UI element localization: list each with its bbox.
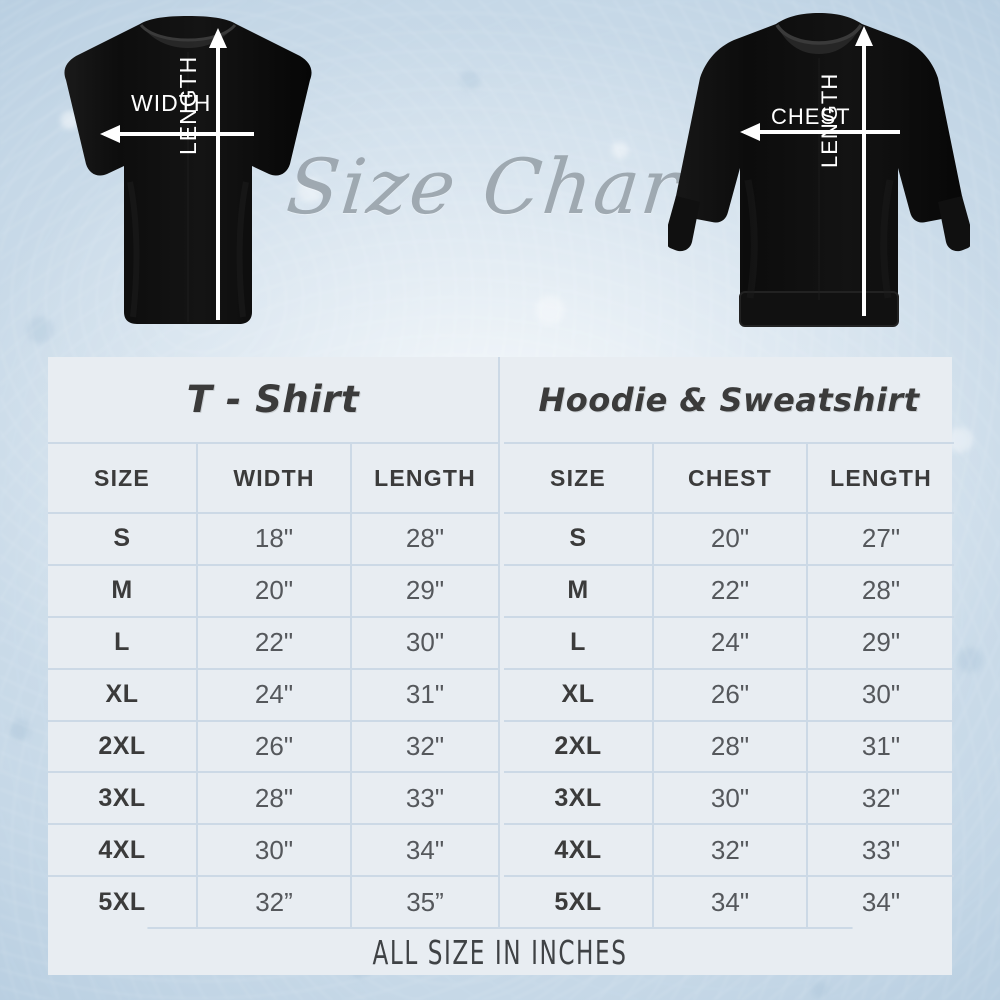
cell-width: 30"	[198, 825, 352, 876]
cell-size: 3XL	[504, 773, 654, 824]
cell-size: S	[48, 514, 198, 564]
cell-size: 2XL	[504, 721, 654, 772]
tshirt-illustration	[38, 12, 338, 342]
column-header-length: LENGTH	[374, 464, 476, 491]
table-row: 2XL 26" 32"	[48, 721, 498, 774]
tshirt-size-table: T - Shirt SIZE WIDTH LENGTH S 18" 28" M	[48, 357, 500, 927]
cell-length: 33"	[405, 782, 445, 813]
length-arrow	[209, 28, 227, 320]
cell-size: M	[48, 565, 198, 616]
units-footer-note: ALL SIZE IN INCHES	[147, 927, 853, 975]
cell-length: 35”	[406, 886, 444, 917]
cell-size: S	[504, 514, 654, 564]
tshirt-table-grid: SIZE WIDTH LENGTH S 18" 28" M 20" 29"	[48, 444, 498, 927]
table-row: 5XL 34" 34"	[504, 877, 954, 927]
table-row: 4XL 30" 34"	[48, 825, 498, 878]
column-header-size: SIZE	[48, 444, 198, 512]
cell-length: 29"	[405, 575, 445, 606]
cell-length: 33"	[861, 834, 901, 865]
cell-width: 22"	[198, 617, 352, 668]
cell-width: 26"	[198, 721, 352, 772]
table-row: L 22" 30"	[48, 617, 498, 670]
length-arrow	[855, 26, 873, 316]
cell-length: 32"	[405, 730, 445, 761]
table-row: 3XL 30" 32"	[504, 773, 954, 826]
table-row: XL 24" 31"	[48, 669, 498, 722]
cell-chest: 28"	[654, 721, 808, 772]
table-row: 5XL 32” 35”	[48, 877, 498, 927]
table-row: S 18" 28"	[48, 514, 498, 566]
hoodie-table-title: Hoodie & Sweatshirt	[504, 357, 954, 444]
hoodie-size-table: Hoodie & Sweatshirt SIZE CHEST LENGTH S …	[504, 357, 954, 927]
cell-length: 32"	[861, 782, 901, 813]
hoodie-table-grid: SIZE CHEST LENGTH S 20" 27" M 22" 28"	[504, 444, 954, 927]
table-row: M 22" 28"	[504, 565, 954, 618]
cell-length: 28"	[405, 523, 445, 554]
table-row: M 20" 29"	[48, 565, 498, 618]
cell-chest: 34"	[654, 877, 808, 927]
table-row: L 24" 29"	[504, 617, 954, 670]
cell-chest: 26"	[654, 669, 808, 720]
cell-size: XL	[48, 669, 198, 720]
table-header-row: SIZE CHEST LENGTH	[504, 444, 954, 514]
column-header-width: WIDTH	[198, 444, 352, 512]
column-header-size: SIZE	[504, 444, 654, 512]
table-header-row: SIZE WIDTH LENGTH	[48, 444, 498, 514]
cell-length: 34"	[861, 886, 901, 917]
column-header-length: LENGTH	[830, 464, 932, 491]
cell-length: 31"	[861, 730, 901, 761]
cell-length: 29"	[861, 627, 901, 658]
chest-arrow	[740, 123, 900, 141]
table-row: 2XL 28" 31"	[504, 721, 954, 774]
cell-length: 30"	[861, 679, 901, 710]
cell-size: 2XL	[48, 721, 198, 772]
cell-size: 5XL	[504, 877, 654, 927]
table-row: 3XL 28" 33"	[48, 773, 498, 826]
cell-width: 24"	[198, 669, 352, 720]
cell-size: L	[504, 617, 654, 668]
size-table-card: T - Shirt SIZE WIDTH LENGTH S 18" 28" M	[48, 357, 954, 975]
cell-width: 20"	[198, 565, 352, 616]
size-tables-area: T - Shirt SIZE WIDTH LENGTH S 18" 28" M	[48, 357, 954, 927]
cell-chest: 22"	[654, 565, 808, 616]
table-row: S 20" 27"	[504, 514, 954, 566]
cell-length: 31"	[405, 679, 445, 710]
cell-size: L	[48, 617, 198, 668]
cell-size: 4XL	[504, 825, 654, 876]
cell-chest: 20"	[654, 514, 808, 564]
cell-chest: 30"	[654, 773, 808, 824]
cell-width: 18"	[198, 514, 352, 564]
cell-size: M	[504, 565, 654, 616]
tshirt-table-title: T - Shirt	[48, 357, 498, 444]
cell-size: XL	[504, 669, 654, 720]
cell-length: 34"	[405, 834, 445, 865]
cell-size: 3XL	[48, 773, 198, 824]
cell-chest: 24"	[654, 617, 808, 668]
cell-length: 30"	[405, 627, 445, 658]
cell-chest: 32"	[654, 825, 808, 876]
cell-width: 32”	[198, 877, 352, 927]
width-arrow	[100, 125, 254, 143]
cell-size: 4XL	[48, 825, 198, 876]
sweatshirt-illustration	[668, 10, 970, 346]
cell-width: 28"	[198, 773, 352, 824]
table-row: XL 26" 30"	[504, 669, 954, 722]
cell-length: 28"	[861, 575, 901, 606]
table-row: 4XL 32" 33"	[504, 825, 954, 878]
cell-length: 27"	[861, 523, 901, 554]
cell-size: 5XL	[48, 877, 198, 927]
column-header-chest: CHEST	[654, 444, 808, 512]
